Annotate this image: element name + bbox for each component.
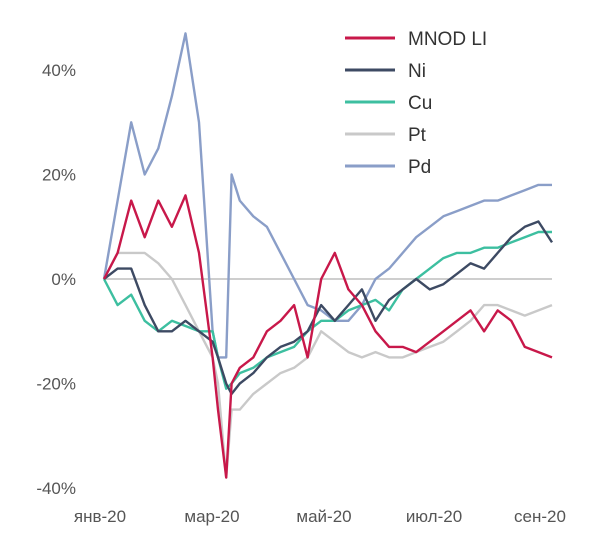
- y-axis-tick-labels: -40% -20% 0% 20% 40%: [36, 61, 76, 498]
- y-tick-label: -20%: [36, 375, 76, 394]
- y-tick-label: 0%: [51, 270, 76, 289]
- legend-label: MNOD LI: [408, 29, 487, 50]
- series-line-cu: [102, 230, 552, 390]
- x-tick-label: мар-20: [184, 507, 239, 526]
- x-tick-label: май-20: [296, 507, 351, 526]
- series-line-mnod-li: [102, 194, 553, 479]
- series-line-pd: [102, 32, 552, 359]
- legend-label: Ni: [408, 61, 426, 82]
- x-tick-label: сен-20: [514, 507, 566, 526]
- x-tick-label: янв-20: [74, 507, 126, 526]
- legend-label: Pt: [408, 125, 427, 146]
- legend-label: Cu: [408, 93, 432, 114]
- x-tick-label: июл-20: [406, 507, 462, 526]
- legend: MNOD LI Ni Cu Pt Pd: [345, 29, 487, 178]
- legend-label: Pd: [408, 157, 431, 178]
- x-axis-tick-labels: янв-20 мар-20 май-20 июл-20 сен-20: [74, 507, 566, 526]
- y-tick-label: 40%: [42, 61, 76, 80]
- series-lines: [102, 32, 554, 479]
- y-tick-label: -40%: [36, 479, 76, 498]
- series-line-pt: [102, 251, 553, 479]
- y-tick-label: 20%: [42, 166, 76, 185]
